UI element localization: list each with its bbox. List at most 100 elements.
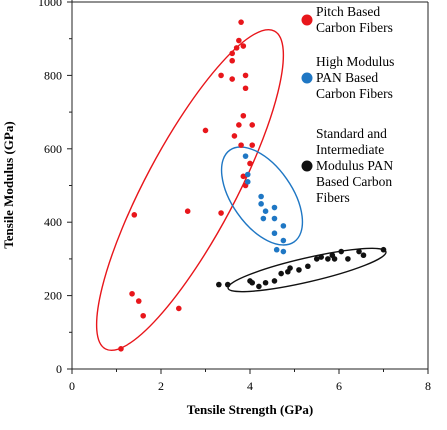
pitch-point	[238, 142, 244, 148]
pitch-point	[240, 112, 247, 119]
y-tick-label: 1000	[38, 0, 62, 9]
pitch-point	[249, 142, 256, 148]
high-modulus-point	[244, 179, 251, 185]
standard-point	[296, 267, 302, 273]
y-tick-label: 600	[44, 142, 62, 156]
pitch-point	[242, 85, 249, 92]
legend-label: High Modulus	[316, 54, 394, 69]
data-points	[118, 19, 387, 352]
standard-point	[338, 248, 345, 255]
standard-cluster-ellipse	[227, 247, 387, 293]
cluster-ellipses	[95, 28, 387, 352]
standard-point	[278, 270, 284, 277]
pitch-point	[176, 305, 182, 312]
high-modulus-point	[271, 204, 278, 211]
high-modulus-point	[280, 248, 287, 255]
legend-label: Intermediate	[316, 142, 384, 157]
high-modulus-point-group	[242, 153, 287, 255]
legend-label: Fibers	[316, 190, 350, 205]
tick-labels: 0 2 4 6 8 0 200 400 600 800 1000	[38, 0, 431, 393]
standard-point	[325, 256, 331, 262]
pitch-point	[229, 50, 235, 57]
y-tick-label: 200	[44, 289, 62, 303]
legend-label: Carbon Fibers	[316, 86, 393, 101]
legend-label: PAN Based	[316, 70, 378, 85]
high-modulus-cluster-ellipse	[220, 146, 304, 246]
standard-point	[287, 265, 293, 271]
legend-marker	[301, 14, 313, 26]
pitch-point	[240, 173, 247, 180]
standard-point	[256, 283, 262, 290]
x-tick-label: 6	[336, 379, 342, 393]
high-modulus-point	[244, 171, 251, 178]
standard-point-group	[216, 246, 387, 290]
pitch-point	[236, 37, 242, 44]
pitch-point	[249, 122, 256, 128]
x-tick-label: 0	[69, 379, 75, 393]
standard-point	[331, 256, 338, 262]
pitch-point	[184, 208, 191, 214]
pitch-cluster-ellipse	[95, 28, 285, 352]
high-modulus-point	[258, 201, 264, 207]
standard-point	[249, 279, 256, 286]
pitch-point	[233, 45, 240, 51]
standard-point	[271, 278, 278, 284]
x-tick-label: 2	[158, 379, 164, 393]
y-tick-label: 0	[56, 362, 62, 376]
pitch-point	[131, 212, 138, 218]
high-modulus-point	[271, 230, 278, 237]
pitch-point	[238, 19, 244, 25]
legend-marker	[301, 72, 313, 84]
high-modulus-point	[242, 153, 249, 159]
legend-label: Standard and	[316, 126, 387, 141]
pitch-point	[231, 133, 238, 139]
pitch-point	[242, 72, 249, 79]
x-tick-label: 4	[247, 379, 253, 393]
y-tick-label: 800	[44, 68, 62, 82]
standard-point	[380, 246, 387, 253]
pitch-point	[135, 298, 142, 304]
x-axis-title: Tensile Strength (GPa)	[187, 402, 313, 417]
high-modulus-point	[262, 208, 269, 214]
high-modulus-point	[280, 237, 287, 244]
standard-point	[305, 263, 311, 270]
legend-label: Based Carbon	[316, 174, 392, 189]
high-modulus-point	[260, 215, 267, 222]
pitch-point	[129, 290, 135, 297]
pitch-point	[140, 312, 146, 319]
legend-label: Modulus PAN	[316, 158, 393, 173]
pitch-point	[218, 72, 224, 79]
pitch-point	[202, 127, 209, 134]
standard-point	[356, 248, 362, 255]
pitch-point	[229, 76, 235, 82]
standard-point	[313, 256, 320, 262]
standard-point	[262, 279, 269, 286]
standard-point	[216, 281, 222, 288]
y-tick-label: 400	[44, 215, 62, 229]
pitch-point	[229, 57, 235, 64]
high-modulus-point	[273, 246, 280, 253]
legend-label: Pitch Based	[316, 4, 380, 19]
high-modulus-point	[280, 223, 287, 229]
standard-point	[224, 281, 231, 288]
pitch-point	[247, 160, 253, 167]
high-modulus-point	[271, 215, 278, 222]
high-modulus-point	[258, 193, 264, 200]
pitch-point	[218, 210, 224, 216]
pitch-point	[236, 122, 242, 128]
pitch-point	[118, 346, 124, 352]
legend-marker	[301, 160, 313, 172]
tick-marks	[67, 1, 429, 374]
pitch-point-group	[118, 19, 256, 352]
x-tick-label: 8	[425, 379, 431, 393]
standard-point	[360, 252, 367, 259]
pitch-point	[240, 43, 247, 49]
y-axis-title: Tensile Modulus (GPa)	[1, 121, 16, 248]
legend-label: Carbon Fibers	[316, 20, 393, 35]
standard-point	[345, 256, 351, 262]
